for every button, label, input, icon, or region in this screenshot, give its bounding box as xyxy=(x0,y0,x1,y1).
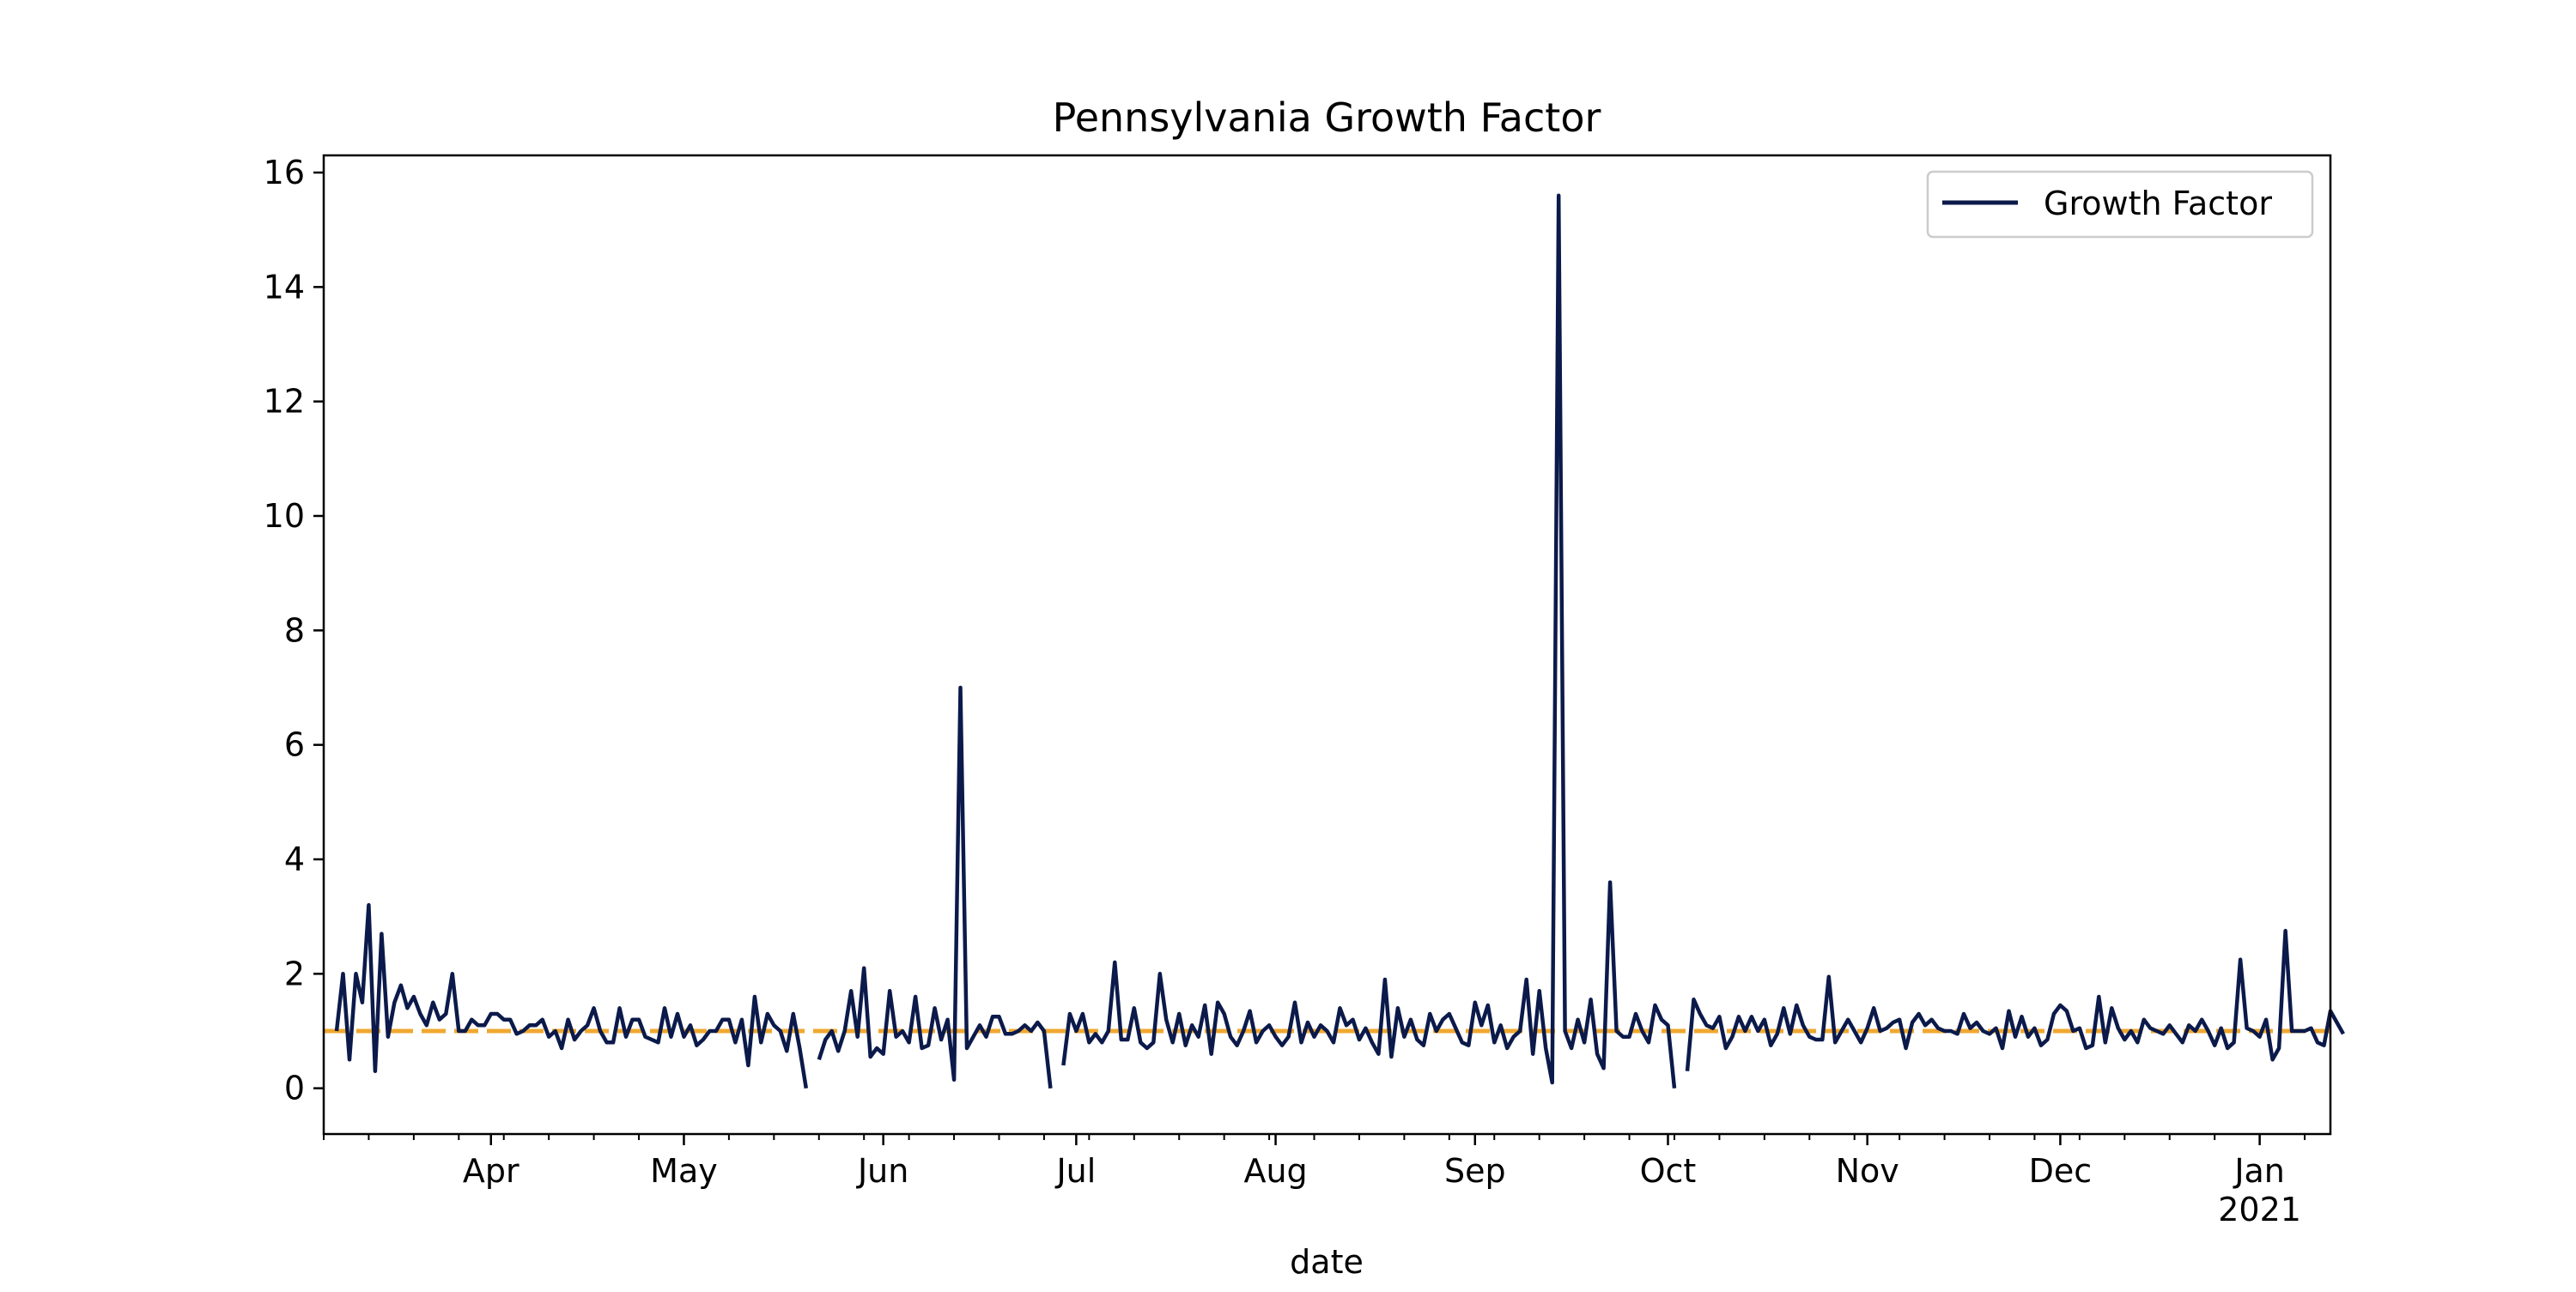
y-tick-label: 4 xyxy=(284,840,305,878)
y-tick-label: 0 xyxy=(284,1070,305,1107)
series-line-growth-factor xyxy=(1685,929,2345,1071)
x-tick-label: May xyxy=(650,1152,718,1190)
x-tick-label: Apr xyxy=(463,1152,519,1190)
series-group xyxy=(334,193,2345,1089)
x-tick-label: Aug xyxy=(1243,1152,1307,1190)
x-tick-label: Sep xyxy=(1444,1152,1506,1190)
x-tick-sublabel: 2021 xyxy=(2218,1191,2301,1228)
x-tick-label: Oct xyxy=(1640,1152,1697,1190)
legend: Growth Factor xyxy=(1926,170,2314,239)
x-axis-label: date xyxy=(1290,1243,1364,1281)
x-tick-label: Nov xyxy=(1836,1152,1899,1190)
axes-frame xyxy=(322,154,2332,1136)
x-tick-label: Jun xyxy=(856,1152,908,1190)
x-tick-label: Jan xyxy=(2233,1152,2285,1190)
plot-area xyxy=(324,193,2345,1089)
chart-title: Pennsylvania Growth Factor xyxy=(1053,94,1601,141)
y-tick-label: 12 xyxy=(264,383,305,421)
legend-label-growth-factor: Growth Factor xyxy=(2044,185,2272,222)
series-line-growth-factor xyxy=(817,685,1053,1089)
y-axis-ticks: 0 2 4 6 8 10 12 14 16 xyxy=(264,154,324,1107)
series-line-growth-factor xyxy=(1061,193,1677,1089)
y-tick-label: 16 xyxy=(264,154,305,191)
series-line-growth-factor xyxy=(334,903,809,1089)
x-tick-label: Jul xyxy=(1054,1152,1096,1190)
y-tick-label: 10 xyxy=(264,497,305,535)
legend-box xyxy=(1926,170,2314,239)
y-tick-label: 14 xyxy=(264,268,305,306)
x-tick-label: Dec xyxy=(2029,1152,2093,1190)
y-tick-label: 2 xyxy=(284,955,305,992)
y-tick-label: 8 xyxy=(284,611,305,649)
y-tick-label: 6 xyxy=(284,726,305,764)
